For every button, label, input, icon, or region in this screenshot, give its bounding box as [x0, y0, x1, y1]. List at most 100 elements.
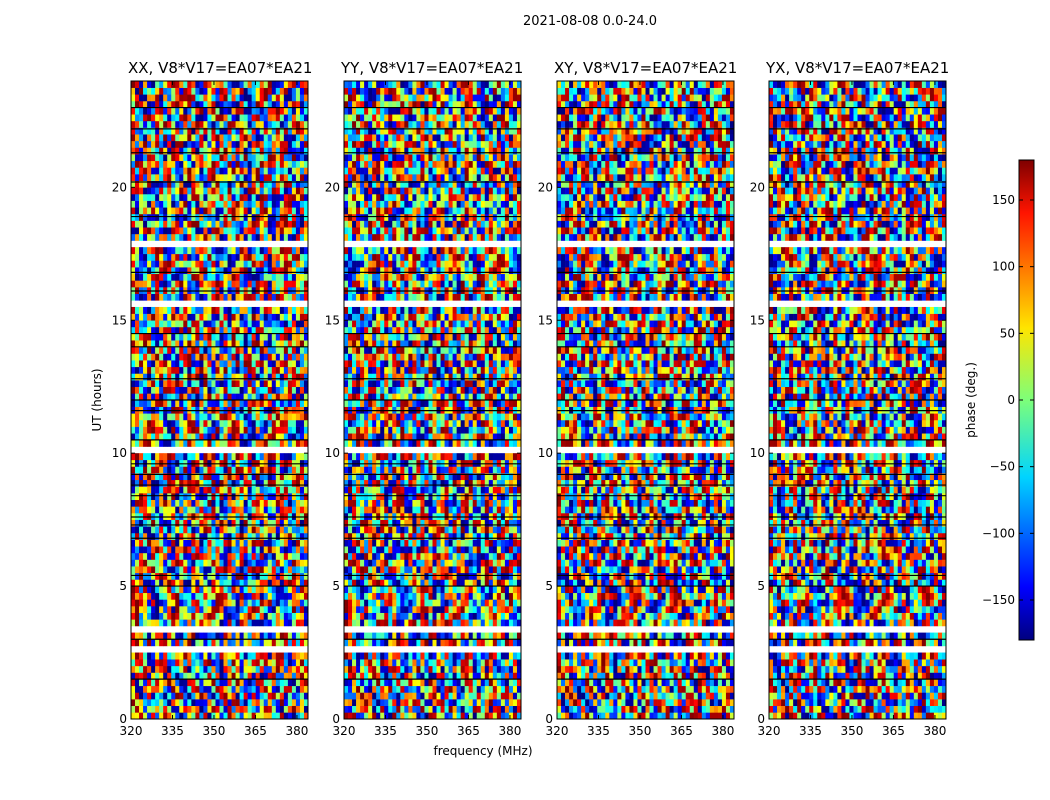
phase-cell: [444, 599, 449, 607]
phase-cell: [167, 566, 172, 574]
phase-cell: [267, 293, 273, 301]
phase-cell: [456, 639, 461, 647]
phase-cell: [135, 679, 140, 687]
phase-cell: [295, 386, 301, 394]
phase-cell: [131, 453, 136, 461]
phase-cell: [287, 586, 293, 594]
phase-cell: [344, 705, 349, 713]
phase-cell: [259, 293, 265, 301]
phase-cell: [251, 380, 256, 388]
phase-cell: [275, 366, 281, 374]
phase-cell: [275, 340, 281, 348]
phase-cell: [227, 619, 232, 627]
phase-cell: [191, 639, 196, 647]
phase-cell: [231, 280, 236, 288]
phase-cell: [291, 466, 297, 474]
phase-cell: [135, 586, 140, 594]
phase-cell: [223, 293, 228, 301]
phase-cell: [239, 346, 244, 354]
phase-cell: [372, 579, 377, 587]
phase-cell: [223, 705, 228, 713]
phase-cell: [271, 207, 277, 215]
phase-cell: [215, 532, 220, 540]
phase-cell: [131, 546, 136, 554]
phase-cell: [472, 679, 478, 687]
phase-cell: [171, 439, 176, 447]
y-tick-label: 15: [112, 313, 127, 327]
phase-cell: [199, 260, 204, 268]
phase-cell: [155, 586, 160, 594]
phase-cell: [279, 333, 285, 341]
phase-cell: [283, 453, 289, 461]
phase-cell: [380, 592, 385, 600]
phase-cell: [155, 612, 160, 620]
phase-cell: [243, 147, 248, 155]
phase-cell: [139, 466, 144, 474]
phase-cell: [211, 433, 216, 441]
phase-cell: [187, 380, 192, 388]
phase-cell: [195, 280, 200, 288]
phase-cell: [183, 413, 188, 421]
phase-cell: [223, 606, 228, 613]
phase-cell: [299, 94, 305, 102]
phase-cell: [404, 665, 409, 673]
phase-cell: [303, 280, 309, 288]
phase-cell: [223, 220, 228, 228]
phase-cell: [207, 280, 212, 288]
phase-cell: [207, 200, 212, 208]
phase-cell: [247, 606, 252, 613]
phase-cell: [191, 320, 196, 328]
phase-cell: [360, 566, 365, 574]
phase-cell: [303, 160, 309, 168]
phase-cell: [175, 160, 180, 168]
phase-cell: [255, 400, 261, 407]
phase-cell: [131, 586, 136, 594]
phase-cell: [131, 253, 136, 261]
phase-cell: [243, 280, 248, 288]
phase-cell: [231, 532, 236, 540]
phase-cell: [275, 174, 281, 181]
phase-cell: [191, 260, 196, 268]
phase-cell: [135, 320, 140, 328]
phase-cell: [251, 200, 256, 208]
phase-cell: [235, 333, 240, 341]
phase-cell: [195, 100, 200, 108]
phase-cell: [227, 419, 232, 427]
phase-cell: [203, 479, 208, 487]
phase-cell: [243, 519, 248, 527]
phase-cell: [400, 612, 405, 620]
phase-cell: [219, 154, 224, 162]
phase-cell: [231, 174, 236, 181]
phase-cell: [199, 366, 204, 374]
phase-cell: [203, 233, 208, 241]
phase-cell: [131, 140, 136, 148]
phase-cell: [283, 100, 289, 108]
phase-cell: [191, 293, 196, 301]
phase-cell: [147, 81, 152, 88]
phase-cell: [179, 506, 184, 514]
phase-cell: [163, 400, 168, 407]
phase-cell: [259, 699, 265, 707]
phase-cell: [267, 532, 273, 540]
phase-cell: [464, 685, 469, 693]
phase-cell: [436, 692, 441, 700]
phase-cell: [271, 174, 277, 181]
phase-cell: [131, 526, 136, 534]
phase-cell: [360, 639, 365, 647]
phase-cell: [131, 154, 136, 162]
phase-cell: [271, 419, 277, 427]
phase-cell: [167, 679, 172, 687]
phase-cell: [275, 393, 281, 401]
phase-cell: [372, 652, 377, 660]
phase-cell: [440, 572, 445, 580]
phase-cell: [299, 107, 305, 115]
phase-cell: [283, 160, 289, 168]
phase-cell: [187, 439, 192, 447]
phase-cell: [263, 486, 269, 494]
phase-cell: [147, 552, 152, 560]
phase-cell: [215, 632, 220, 640]
phase-cell: [243, 233, 248, 241]
phase-cell: [155, 652, 160, 660]
phase-cell: [428, 606, 433, 613]
phase-cell: [444, 659, 449, 667]
